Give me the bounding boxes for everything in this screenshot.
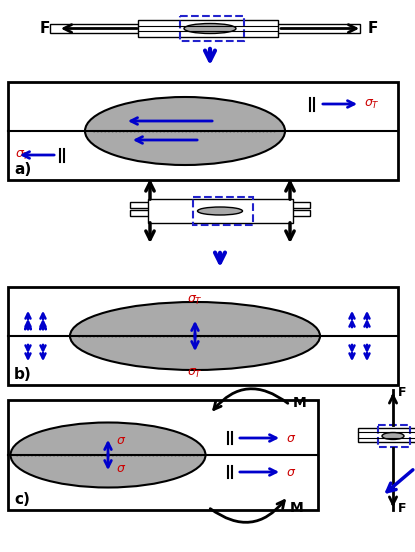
Ellipse shape <box>10 422 205 487</box>
Bar <box>8 287 398 385</box>
Ellipse shape <box>85 97 285 165</box>
Text: F: F <box>368 21 378 36</box>
Text: M: M <box>290 501 304 515</box>
Bar <box>8 400 318 510</box>
Bar <box>8 82 398 180</box>
Text: F: F <box>39 21 50 36</box>
Text: $\sigma$: $\sigma$ <box>116 461 126 475</box>
Text: b): b) <box>14 367 32 382</box>
Bar <box>138 20 278 37</box>
Ellipse shape <box>70 302 320 370</box>
Text: $\sigma_T$: $\sigma_T$ <box>364 98 380 110</box>
Ellipse shape <box>184 24 236 34</box>
Bar <box>358 428 415 442</box>
Bar <box>148 199 293 223</box>
Text: $\sigma$: $\sigma$ <box>286 432 296 444</box>
Bar <box>193 197 253 225</box>
Ellipse shape <box>198 207 242 215</box>
Text: F: F <box>398 502 407 514</box>
Ellipse shape <box>382 433 404 439</box>
Bar <box>130 210 310 216</box>
Bar <box>130 202 310 208</box>
Text: $\sigma$: $\sigma$ <box>116 434 126 448</box>
Text: M: M <box>293 396 307 410</box>
Text: $\sigma$: $\sigma$ <box>286 465 296 479</box>
Text: $\sigma_T$: $\sigma_T$ <box>15 148 31 162</box>
Bar <box>50 24 140 33</box>
Text: $\sigma_T$: $\sigma_T$ <box>187 367 203 380</box>
Bar <box>180 16 244 41</box>
Text: F: F <box>398 385 407 399</box>
Text: c): c) <box>14 492 30 507</box>
Text: $\sigma_T$: $\sigma_T$ <box>187 294 203 306</box>
Bar <box>270 24 360 33</box>
Bar <box>378 425 410 447</box>
Text: a): a) <box>14 162 31 177</box>
